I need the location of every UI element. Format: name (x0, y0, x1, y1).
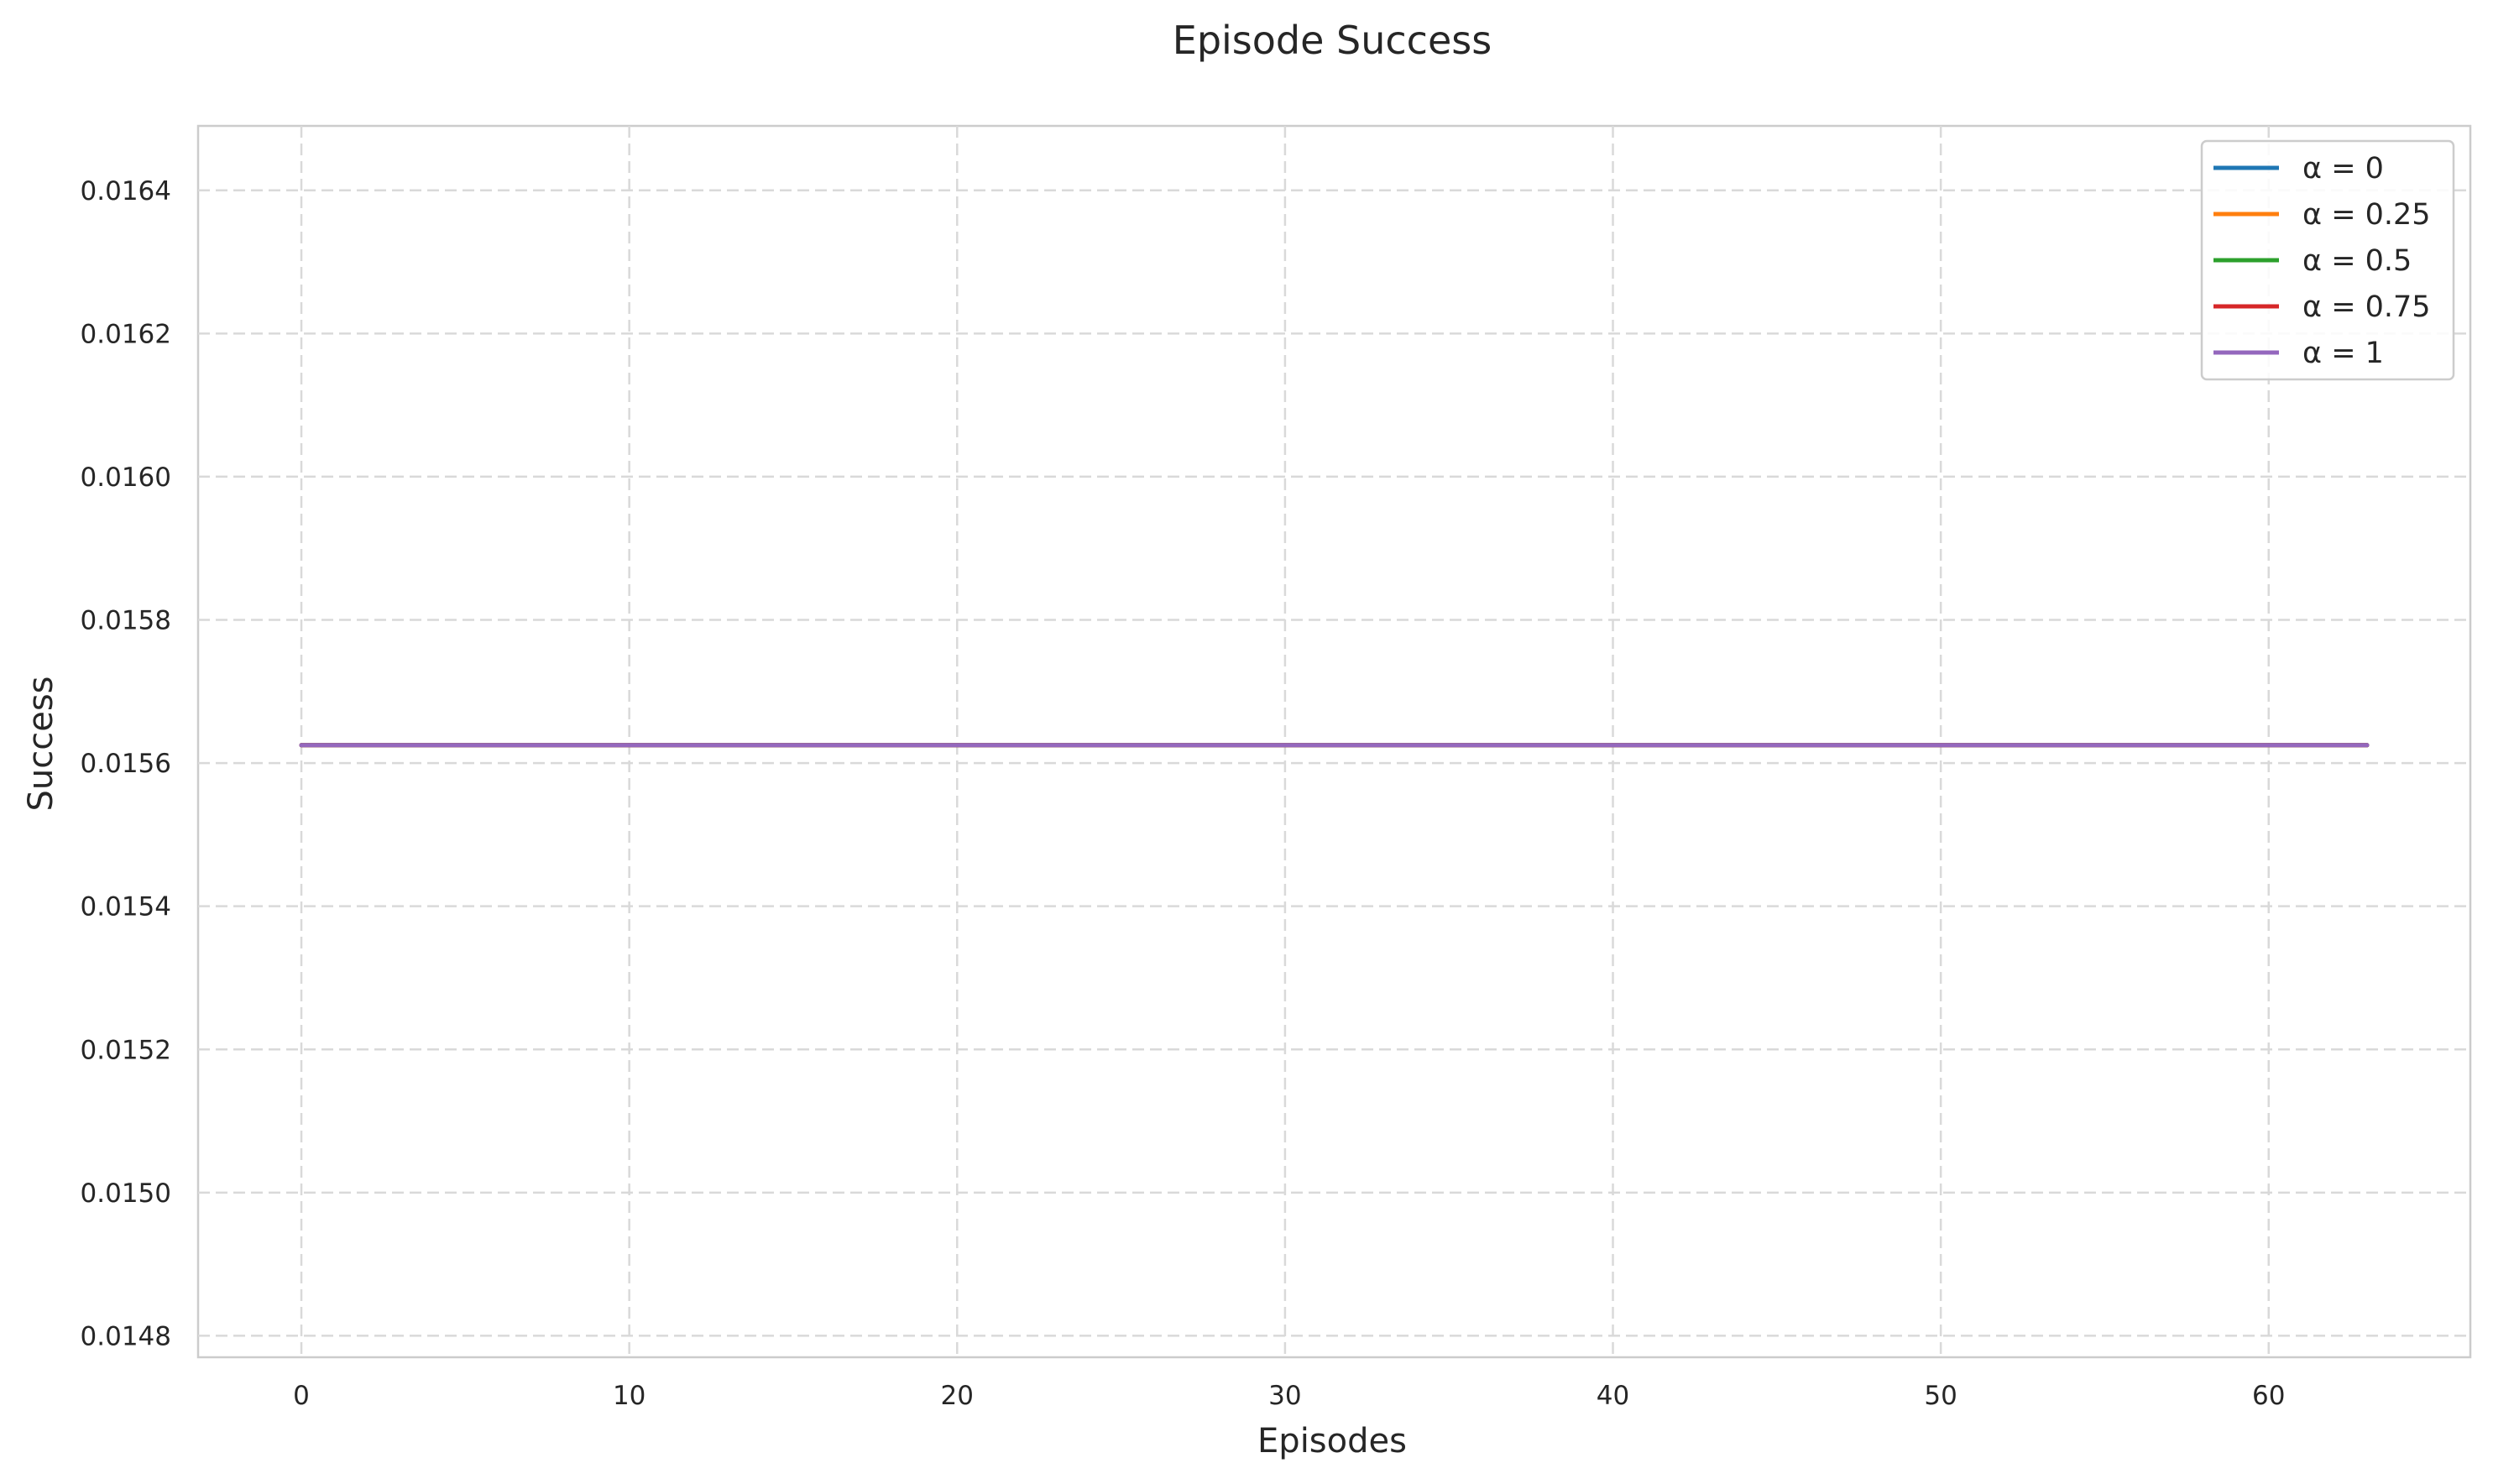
x-tick-label: 0 (293, 1381, 310, 1411)
x-tick-label: 20 (941, 1381, 974, 1411)
legend-label: α = 0 (2302, 152, 2384, 186)
legend: α = 0 α = 0.25 α = 0.5 α = 0.75 α = 1 (2200, 139, 2455, 381)
x-tick-label: 10 (613, 1381, 645, 1411)
y-axis-label: Success (22, 676, 60, 811)
x-tick-label: 30 (1268, 1381, 1301, 1411)
chart-title: Episode Success (1173, 18, 1492, 63)
plot-area (196, 124, 2472, 1359)
y-tick-label: 0.0154 (81, 892, 171, 922)
legend-label: α = 0.5 (2302, 244, 2412, 278)
legend-label: α = 0.25 (2302, 198, 2431, 232)
legend-label: α = 0.75 (2302, 290, 2431, 324)
legend-box (2200, 139, 2455, 381)
y-tick-label: 0.0148 (81, 1321, 171, 1351)
grid (198, 126, 2470, 1357)
x-tick-label: 40 (1597, 1381, 1629, 1411)
y-tick-label: 0.0152 (81, 1035, 171, 1065)
y-tick-label: 0.0162 (81, 319, 171, 349)
ticks: 0 10 20 30 40 50 60 0.0148 0.0150 0.0152 0.0154 0.0… (81, 176, 2286, 1411)
x-tick-label: 60 (2252, 1381, 2285, 1411)
y-tick-label: 0.0160 (81, 462, 171, 493)
y-tick-label: 0.0158 (81, 606, 171, 636)
y-tick-label: 0.0156 (81, 749, 171, 779)
y-tick-label: 0.0150 (81, 1178, 171, 1209)
y-tick-label: 0.0164 (81, 176, 171, 206)
x-tick-label: 50 (1924, 1381, 1957, 1411)
x-axis-label: Episodes (1257, 1422, 1407, 1460)
legend-label: α = 1 (2302, 337, 2384, 370)
